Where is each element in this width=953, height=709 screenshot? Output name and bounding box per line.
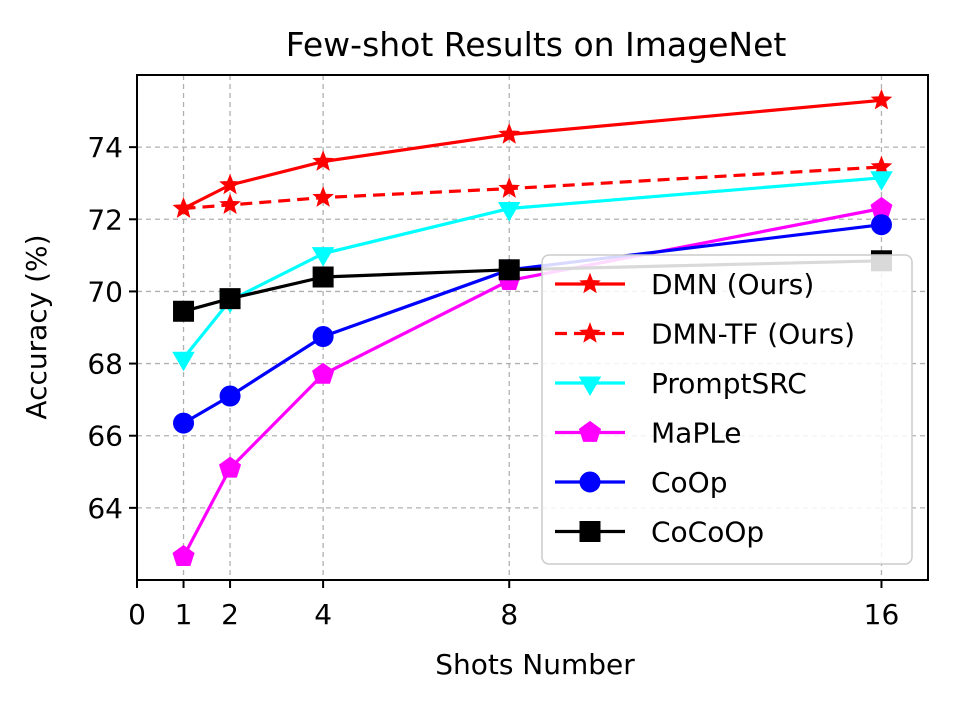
legend-marker [579, 521, 601, 542]
legend-marker [578, 420, 602, 442]
data-point [498, 177, 520, 198]
data-point [219, 385, 241, 407]
x-tick-label: 8 [500, 598, 518, 631]
legend-marker [578, 376, 602, 396]
legend-box [541, 254, 913, 565]
x-tick-label: 16 [864, 598, 900, 631]
legend-marker [579, 272, 601, 294]
legend-label: CoOp [651, 466, 728, 499]
y-tick-label: 68 [87, 348, 123, 381]
legend-label: DMN (Ours) [651, 268, 814, 301]
data-point [172, 197, 195, 218]
series-0 [172, 88, 893, 218]
y-axis: 64 66 68 70 72 74 [87, 131, 137, 525]
x-tick-label: 4 [314, 598, 332, 631]
legend-label: PromptSRC [651, 367, 807, 400]
data-point [870, 88, 893, 110]
data-point [219, 456, 242, 478]
data-point [312, 266, 334, 288]
y-tick-label: 66 [87, 420, 123, 453]
data-point [312, 186, 334, 207]
legend-label: CoCoOp [651, 516, 764, 549]
series-line [182, 98, 882, 210]
data-point [219, 193, 241, 215]
x-tick-label: 1 [175, 598, 193, 631]
data-point [870, 214, 892, 236]
y-tick-label: 70 [87, 275, 123, 308]
legend: DMN (Ours) DMN-TF (Ours) PromptSRC MaPLe CoO… [541, 254, 913, 565]
data-point [172, 351, 195, 372]
data-point [870, 171, 893, 191]
legend-marker [579, 471, 601, 493]
legend-marker [579, 322, 601, 343]
x-tick-label: 2 [221, 598, 239, 631]
x-axis-label: Shots Number [435, 648, 635, 681]
data-point [173, 300, 195, 322]
data-point [312, 150, 334, 171]
y-axis-label: Accuracy (%) [20, 234, 53, 419]
y-tick-label: 64 [87, 492, 123, 525]
data-point [312, 362, 335, 384]
x-axis: 0 1 2 4 8 16 [128, 580, 899, 631]
data-point [498, 123, 521, 144]
legend-label: MaPLe [651, 417, 742, 450]
y-tick-label: 74 [87, 131, 123, 164]
data-point [219, 288, 241, 310]
chart-title: Few-shot Results on ImageNet [286, 25, 787, 64]
data-point [219, 173, 241, 195]
y-tick-label: 72 [87, 203, 123, 236]
plot-frame [136, 74, 929, 581]
legend-label: DMN-TF (Ours) [651, 318, 855, 351]
data-point [498, 259, 520, 281]
data-point [173, 412, 195, 434]
data-point [311, 247, 335, 267]
data-point [497, 202, 521, 222]
x-tick-label: 0 [128, 598, 146, 631]
data-point [312, 326, 334, 348]
data-point [172, 544, 195, 566]
